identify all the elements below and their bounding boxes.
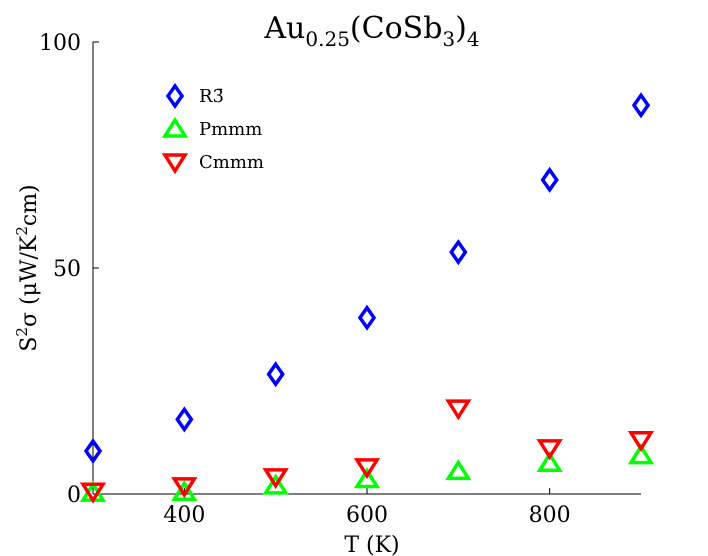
- data-point-triangle-down: [79, 482, 107, 504]
- data-point-triangle-up: [171, 479, 198, 501]
- y-axis-title: S2σ (μW/K2cm): [13, 184, 42, 351]
- legend-label: R3̄: [199, 86, 224, 107]
- data-point-diamond: [449, 239, 468, 266]
- legend-marker-triangle-down: [161, 153, 189, 175]
- data-point-diamond: [266, 361, 285, 388]
- legend-label: Cmmm: [199, 152, 264, 173]
- x-tick-label: 600: [346, 503, 388, 528]
- data-point-triangle-up: [353, 467, 381, 489]
- legend-marker-triangle-up: [161, 116, 189, 138]
- x-tick-label: 800: [529, 503, 571, 528]
- data-point-triangle-up: [627, 443, 655, 465]
- data-point-triangle-down: [536, 439, 563, 461]
- x-axis-title: T (K): [344, 533, 399, 556]
- data-point-diamond: [175, 406, 194, 433]
- legend-label: Pmmm: [199, 119, 262, 140]
- y-tick-label: 50: [53, 257, 81, 282]
- legend-marker-diamond: [165, 82, 185, 110]
- data-point-triangle-up: [262, 473, 289, 495]
- y-tick-label: 100: [39, 31, 81, 56]
- data-point-diamond: [357, 304, 377, 331]
- data-point-diamond: [631, 92, 651, 119]
- data-point-triangle-down: [627, 431, 655, 453]
- data-markers: [79, 92, 655, 504]
- chart-title: Au0.25(CoSb3)4: [263, 11, 479, 51]
- data-point-triangle-down: [353, 458, 381, 480]
- legend: R3̄ Pmmm Cmmm: [161, 82, 264, 175]
- data-point-diamond: [540, 166, 559, 193]
- data-point-diamond: [83, 438, 103, 465]
- data-point-triangle-down: [262, 468, 289, 490]
- data-point-triangle-up: [536, 450, 563, 473]
- data-point-triangle-down: [171, 477, 198, 499]
- y-tick-label: 0: [67, 483, 81, 508]
- x-tick-label: 400: [163, 503, 205, 528]
- data-point-triangle-down: [445, 399, 472, 421]
- axis-ticks: 400 600 800 0 50 100: [39, 31, 571, 528]
- data-point-triangle-up: [445, 459, 472, 481]
